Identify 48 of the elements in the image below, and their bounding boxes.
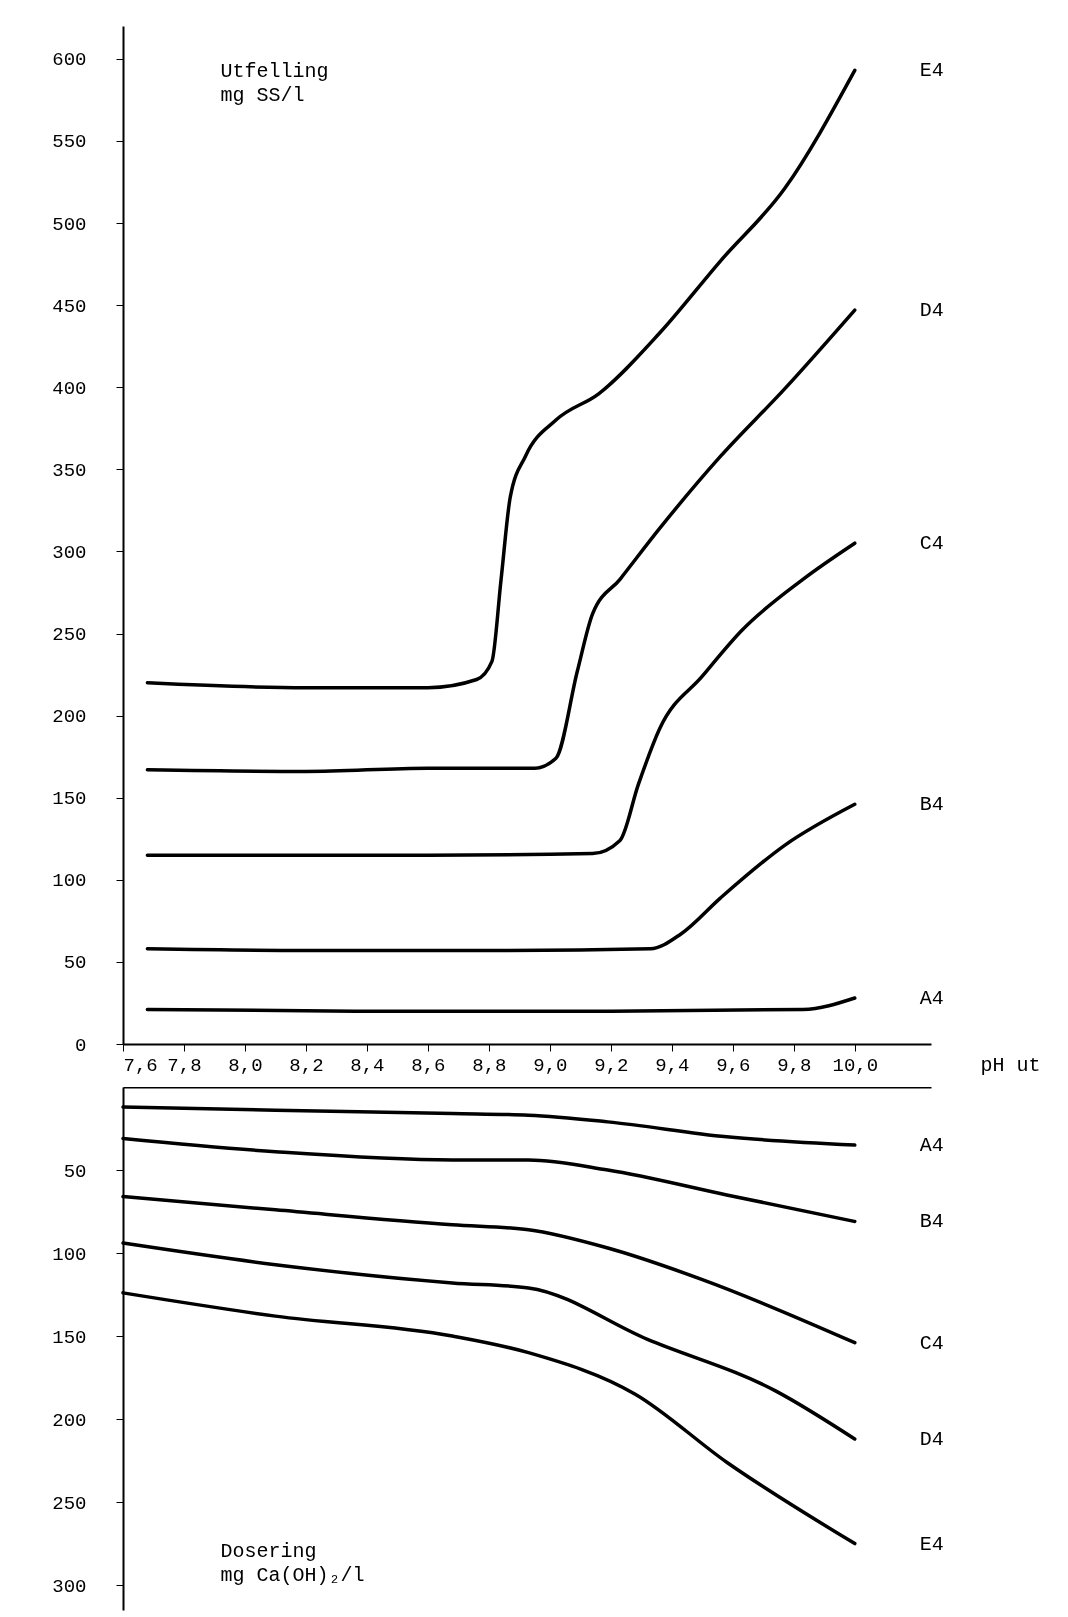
y-tick-label: 550 <box>52 131 87 154</box>
y-tick-label: 200 <box>52 1409 87 1432</box>
y-tick-label: 250 <box>52 624 87 647</box>
y-tick-label: 300 <box>52 1575 87 1598</box>
y-tick-label: 400 <box>52 377 87 400</box>
x-tick-label: 8,0 <box>228 1054 263 1077</box>
y-tick-label: 150 <box>52 1326 87 1349</box>
text: B4 <box>919 793 944 817</box>
line-series <box>145 802 857 953</box>
y-tick-label: 200 <box>52 706 87 729</box>
y-axis-title: Utfelling mg SS/l <box>220 59 329 107</box>
y-tick-label: 50 <box>63 1160 87 1183</box>
x-tick-label: 9,0 <box>533 1054 568 1077</box>
text: B4 <box>919 1210 944 1234</box>
text: E4 <box>919 1532 944 1556</box>
x-tick-label: 9,6 <box>716 1054 751 1077</box>
x-axis-title: pH ut <box>980 1053 1041 1077</box>
x-tick-label: 9,8 <box>777 1054 812 1077</box>
x-tick-label: 8,6 <box>411 1054 446 1077</box>
y-tick-label: 0 <box>75 1034 87 1057</box>
y-tick-label: 500 <box>52 213 87 236</box>
x-tick-label: 7,8 <box>167 1054 202 1077</box>
text: A4 <box>919 1134 944 1158</box>
y-tick-label: 100 <box>52 870 87 893</box>
text: E4 <box>919 59 944 83</box>
line-series <box>145 308 857 774</box>
text: C4 <box>919 1331 944 1355</box>
y-axis-title: Dosering mg Ca(OH)₂/l <box>220 1539 365 1587</box>
x-tick-label: 8,2 <box>289 1054 324 1077</box>
y-tick-label: 50 <box>63 952 87 975</box>
line-series <box>145 541 857 857</box>
x-tick-label: 9,4 <box>655 1054 690 1077</box>
x-tick-label: 9,2 <box>594 1054 629 1077</box>
y-tick-label: 100 <box>52 1243 87 1266</box>
x-tick-label: 7,6 <box>123 1054 158 1077</box>
y-tick-label: 250 <box>52 1492 87 1515</box>
y-tick-label: 300 <box>52 541 87 564</box>
text: A4 <box>919 987 944 1011</box>
x-tick-label: 8,8 <box>472 1054 507 1077</box>
x-tick-label: 8,4 <box>350 1054 385 1077</box>
y-tick-label: 350 <box>52 459 87 482</box>
text: D4 <box>919 299 944 323</box>
x-tick-label: 10,0 <box>832 1054 879 1077</box>
text: D4 <box>919 1427 944 1451</box>
y-tick-label: 150 <box>52 788 87 811</box>
y-tick-label: 600 <box>52 49 87 72</box>
y-tick-label: 450 <box>52 295 87 318</box>
text: C4 <box>919 532 944 556</box>
